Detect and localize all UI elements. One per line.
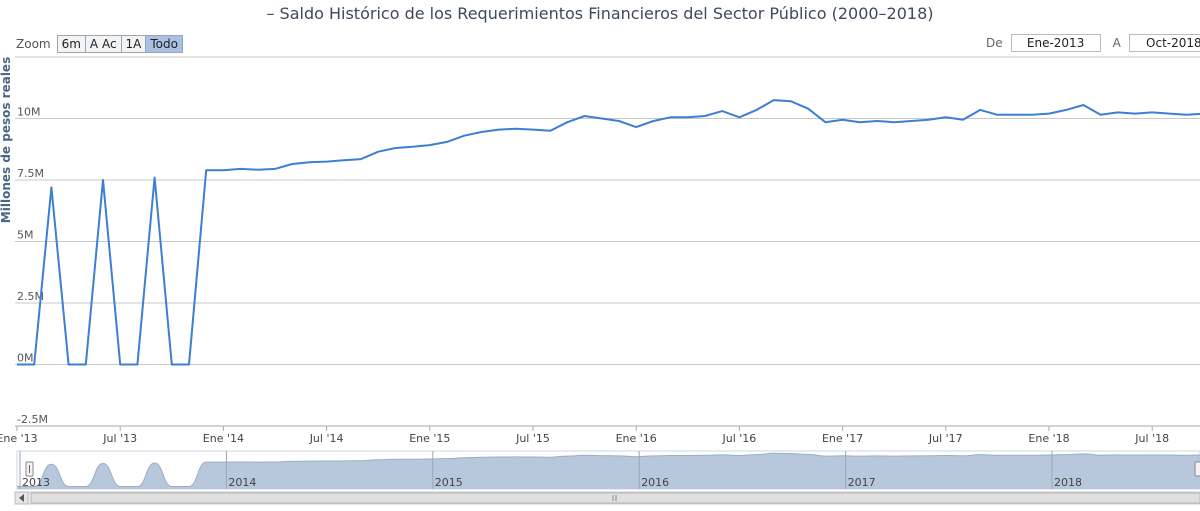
date-range-selector: De A xyxy=(986,33,1200,53)
y-tick-label: 5M xyxy=(17,229,34,242)
x-tick-label: Jul '13 xyxy=(102,432,137,445)
range-to-input[interactable] xyxy=(1128,34,1200,52)
x-tick-label: Ene '18 xyxy=(1028,432,1069,445)
y-axis-title: Millones de pesos reales xyxy=(0,57,13,223)
scrollbar-left-arrow-icon xyxy=(19,494,24,502)
zoom-label: Zoom xyxy=(16,37,51,51)
x-tick-label: Jul '18 xyxy=(1134,432,1169,445)
y-tick-label: 2.5M xyxy=(17,290,44,303)
navigator-scrollbar[interactable] xyxy=(14,491,1200,505)
zoom-all-button[interactable]: Todo xyxy=(145,35,183,53)
x-tick-label: Ene '14 xyxy=(203,432,244,445)
x-tick-label: Ene '17 xyxy=(822,432,863,445)
x-tick-label: Jul '17 xyxy=(928,432,963,445)
navigator-year-label: 2014 xyxy=(228,476,256,489)
x-tick-label: Ene '16 xyxy=(616,432,657,445)
navigator-line xyxy=(17,452,1200,487)
y-tick-label: -2.5M xyxy=(17,413,48,426)
navigator-right-handle[interactable] xyxy=(1194,461,1200,477)
navigator-year-label: 2018 xyxy=(1054,476,1082,489)
navigator-year-label: 2013 xyxy=(22,476,50,489)
zoom-ytd-button[interactable]: A Ac xyxy=(84,35,121,53)
zoom-1y-button[interactable]: 1A xyxy=(120,35,146,53)
navigator-right-handle-body xyxy=(1194,461,1200,477)
navigator-area xyxy=(17,453,1200,489)
x-tick-label: Jul '14 xyxy=(309,432,344,445)
y-tick-label: 0M xyxy=(17,352,34,365)
x-tick-label: Jul '15 xyxy=(515,432,550,445)
zoom-controls: Zoom 6m A Ac 1A Todo xyxy=(16,35,183,53)
navigator-year-label: 2015 xyxy=(435,476,463,489)
x-tick-label: Ene '13 xyxy=(0,432,38,445)
y-tick-label: 10M xyxy=(17,106,41,119)
zoom-6m-button[interactable]: 6m xyxy=(56,35,85,53)
range-from-label: De xyxy=(986,36,1003,50)
navigator-year-label: 2016 xyxy=(641,476,669,489)
x-tick-label: Ene '15 xyxy=(409,432,450,445)
y-tick-label: 7.5M xyxy=(17,167,44,180)
navigator-year-label: 2017 xyxy=(848,476,876,489)
range-from-input[interactable] xyxy=(1010,34,1101,52)
navigator-left-handle[interactable] xyxy=(25,461,34,477)
x-tick-label: Jul '16 xyxy=(722,432,757,445)
series-line xyxy=(17,99,1200,366)
range-to-label: A xyxy=(1112,36,1121,50)
chart-title: – Saldo Histórico de los Requerimientos … xyxy=(266,4,934,23)
